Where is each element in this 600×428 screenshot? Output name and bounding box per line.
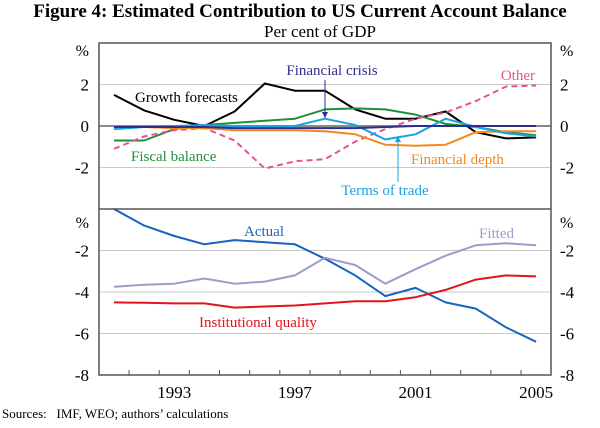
y-tick-label-left: -6 bbox=[75, 325, 89, 344]
arrow-head-icon bbox=[322, 112, 328, 118]
sources-note: Sources: IMF, WEO; authors’ calculations bbox=[2, 406, 229, 421]
series-financial-crisis bbox=[114, 125, 537, 130]
y-tick-label-left: -2 bbox=[75, 159, 89, 178]
y-tick-label-left: 2 bbox=[81, 76, 90, 95]
y-tick-label-right: -2 bbox=[560, 159, 574, 178]
figure-title: Figure 4: Estimated Contribution to US C… bbox=[33, 1, 567, 22]
annotations: Growth forecasts Fiscal balance Financial … bbox=[131, 63, 535, 331]
arrow-head-icon bbox=[395, 136, 401, 142]
unit-label-left: % bbox=[76, 43, 89, 60]
x-tick-label: 1993 bbox=[157, 383, 191, 402]
annotation-growth-forecasts: Growth forecasts bbox=[135, 90, 238, 106]
series-fitted bbox=[113, 242, 537, 288]
y-tick-label-left: 0 bbox=[81, 117, 90, 136]
y-tick-label-right: -8 bbox=[560, 366, 574, 385]
unit-label-left: % bbox=[76, 215, 89, 232]
x-tick-label: 2005 bbox=[519, 383, 553, 402]
series-financial-depth bbox=[114, 126, 537, 147]
figure-subtitle: Per cent of GDP bbox=[264, 22, 376, 41]
x-tick-label: 1997 bbox=[278, 383, 313, 402]
series-institutional-quality bbox=[113, 274, 537, 309]
annotation-financial-crisis: Financial crisis bbox=[286, 63, 377, 79]
annotation-institutional-quality: Institutional quality bbox=[199, 315, 317, 331]
annotation-actual: Actual bbox=[244, 224, 284, 240]
y-tick-label-left: -8 bbox=[75, 366, 89, 385]
annotation-fitted: Fitted bbox=[479, 226, 515, 242]
series-other bbox=[113, 84, 537, 170]
y-tick-label-left: -4 bbox=[75, 283, 90, 302]
series-terms-of-trade bbox=[113, 117, 537, 141]
plot-frame bbox=[98, 42, 552, 376]
y-tick-label-right: -6 bbox=[560, 325, 574, 344]
unit-label-right: % bbox=[560, 43, 573, 60]
annotation-financial-depth: Financial depth bbox=[411, 152, 504, 168]
series-lines bbox=[113, 82, 537, 343]
unit-label-right: % bbox=[560, 215, 573, 232]
annotation-other: Other bbox=[501, 68, 535, 84]
y-tick-label-right: -4 bbox=[560, 283, 575, 302]
annotation-fiscal-balance: Fiscal balance bbox=[131, 149, 217, 165]
series-actual bbox=[113, 208, 537, 343]
y-tick-label-right: 0 bbox=[560, 117, 569, 136]
y-tick-label-left: -2 bbox=[75, 242, 89, 261]
y-tick-label-right: -2 bbox=[560, 242, 574, 261]
y-tick-label-right: 2 bbox=[560, 76, 569, 95]
axes: 2 2 0 0 -2 -2% % -2 -2 -4 -4 -6 -6 -8 -8% % 1993 1997 2001… bbox=[75, 43, 575, 402]
annotation-terms-of-trade: Terms of trade bbox=[341, 183, 429, 199]
x-tick-label: 2001 bbox=[399, 383, 433, 402]
